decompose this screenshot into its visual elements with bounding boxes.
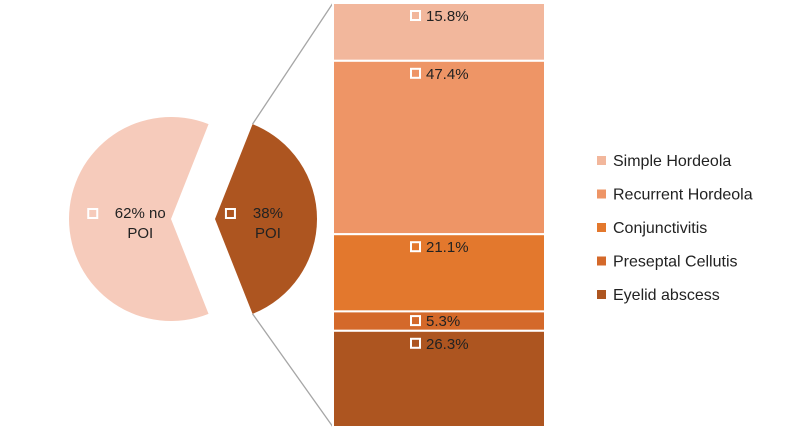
- legend-label-4: Eyelid abscess: [613, 287, 720, 304]
- bar-segment-2: [332, 233, 546, 313]
- pie-label-poi-line2: POI: [255, 225, 281, 242]
- bar-segment-4: [332, 329, 546, 428]
- bar-label-marker-3: [410, 315, 421, 327]
- legend-swatch-3: [597, 256, 606, 266]
- bar-data-label-2: 21.1%: [426, 239, 469, 256]
- bar-label-marker-0: [410, 10, 421, 21]
- bar-segment-1: [332, 59, 546, 236]
- pie-label-no-poi-line2: POI: [127, 225, 153, 242]
- legend-label-0: Simple Hordeola: [613, 153, 731, 170]
- legend-swatch-2: [597, 223, 606, 232]
- legend-swatch-1: [597, 189, 606, 199]
- legend-swatch-4: [597, 290, 606, 299]
- pie-label-marker-no-poi: [87, 208, 99, 219]
- pie-label-poi-line1: 38%: [253, 205, 283, 222]
- pie-slice-poi: [215, 124, 318, 314]
- legend-label-3: Preseptal Cellutis: [613, 254, 738, 271]
- pie-slice-no-poi: [69, 117, 209, 322]
- bar-label-marker-2: [410, 241, 421, 253]
- connector-line-bottom: [252, 313, 334, 428]
- legend-label-1: Recurrent Hordeola: [613, 187, 753, 204]
- bar-label-marker-4: [410, 337, 421, 349]
- bar-data-label-1: 47.4%: [426, 66, 469, 83]
- bar-label-marker-1: [410, 67, 421, 79]
- bar-data-label-0: 15.8%: [426, 8, 469, 25]
- bar-data-label-4: 26.3%: [426, 336, 469, 353]
- pie-label-marker-poi: [224, 208, 236, 219]
- legend-swatch-0: [597, 156, 606, 165]
- pie-label-no-poi-line1: 62% no: [115, 205, 166, 222]
- connector-line-top: [252, 2, 334, 125]
- legend-label-2: Conjunctivitis: [613, 220, 707, 237]
- bar-data-label-3: 5.3%: [426, 313, 460, 330]
